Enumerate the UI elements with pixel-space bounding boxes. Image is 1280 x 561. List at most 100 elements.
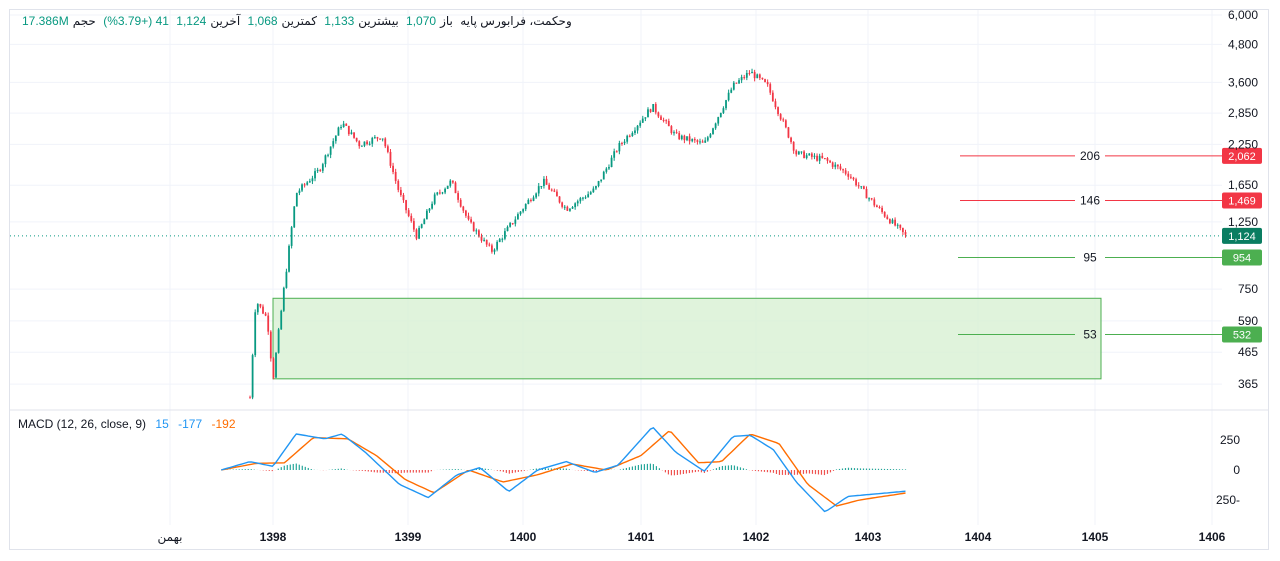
candle-body [558, 196, 561, 203]
candle-body [613, 151, 616, 158]
candle-body [269, 331, 272, 359]
candle-body [360, 145, 363, 147]
candle-body [298, 190, 301, 193]
y-tick-label: 2,250 [1228, 137, 1258, 151]
candle-body [256, 304, 259, 313]
candle-body [600, 179, 603, 182]
candle-body [410, 215, 413, 222]
candle-body [431, 203, 433, 209]
macd-y-tick: 250 [1220, 433, 1240, 447]
candle-body [519, 211, 522, 215]
candle-body [311, 178, 314, 182]
candle-body [852, 177, 855, 180]
candle-body [738, 80, 740, 84]
candle-body [275, 352, 277, 378]
macd-legend[interactable]: MACD (12, 26, close, 9) 15 -177 -192 [18, 417, 236, 431]
signal-line [221, 430, 906, 507]
candle-body [810, 153, 813, 157]
level-price-badge [1222, 147, 1262, 164]
candle-body [527, 199, 530, 204]
candle-body [654, 104, 657, 113]
macd-title: MACD (12, 26, close, 9) [18, 417, 147, 431]
candle-body [743, 77, 746, 79]
candle-body [485, 239, 488, 245]
candle-body [496, 241, 499, 250]
y-tick-label: 750 [1238, 282, 1258, 296]
candle-body [301, 184, 303, 191]
candle-body [644, 117, 647, 119]
candle-body [389, 151, 392, 166]
candle-body [813, 155, 816, 157]
macd-y-tick: 250- [1216, 493, 1240, 507]
candle-body [808, 153, 811, 156]
candle-body [345, 123, 348, 126]
candle-body [769, 84, 772, 93]
support-zone [272, 297, 1102, 380]
candle-body [704, 140, 707, 143]
price-candles [249, 68, 907, 400]
candle-body [870, 198, 873, 200]
candle-body [818, 155, 821, 161]
candle-body [667, 120, 670, 127]
y-tick-label: 590 [1238, 314, 1258, 328]
candle-body [249, 397, 251, 399]
candle-body [610, 157, 613, 168]
candle-body [875, 205, 878, 208]
macd-value-3: -192 [211, 417, 236, 431]
candle-body [537, 186, 540, 194]
high-label: بیشترین [358, 14, 399, 28]
candle-body [701, 141, 704, 143]
candle-body [725, 100, 727, 109]
candle-body [753, 71, 756, 79]
candle-body [540, 186, 543, 188]
candle-body [449, 180, 452, 186]
candle-body [821, 155, 824, 159]
level-price-text: 1,469 [1228, 196, 1256, 208]
candle-body [589, 192, 592, 195]
candle-body [894, 219, 896, 226]
y-tick-label: 4,800 [1228, 37, 1258, 51]
symbol-name[interactable]: وحکمت، فرابورس پایه [460, 14, 572, 28]
candle-body [347, 125, 350, 135]
candle-body [332, 141, 335, 147]
candle-body [634, 130, 636, 133]
candle-body [467, 215, 470, 220]
candle-body [511, 223, 514, 225]
candle-body [748, 72, 751, 74]
candle-body [327, 154, 329, 156]
candle-body [407, 210, 410, 216]
candle-body [618, 143, 621, 152]
x-tick-label: 1404 [965, 530, 992, 544]
level-name: 95 [1083, 250, 1097, 264]
candle-body [462, 206, 465, 211]
candle-body [277, 329, 280, 353]
candle-body [688, 136, 691, 142]
candle-body [782, 119, 785, 121]
candle-body [504, 231, 506, 239]
candle-body [545, 178, 548, 185]
candle-body [732, 82, 735, 90]
candle-body [381, 138, 384, 140]
candle-body [849, 176, 852, 178]
candle-body [501, 238, 504, 240]
support-zone-rect [272, 297, 1102, 380]
candle-body [509, 223, 512, 227]
candle-body [699, 141, 701, 143]
candle-body [623, 141, 626, 144]
candle-body [683, 135, 686, 141]
candle-body [303, 184, 306, 186]
candle-body [735, 82, 738, 84]
candle-body [314, 171, 316, 179]
candle-body [254, 312, 257, 356]
candle-body [376, 137, 379, 139]
candle-body [488, 244, 491, 246]
candle-body [844, 170, 847, 174]
candle-body [823, 158, 826, 160]
candle-body [896, 224, 899, 226]
candle-body [561, 202, 564, 207]
candle-body [792, 141, 795, 151]
macd-value-2: -177 [178, 417, 203, 431]
candle-body [608, 167, 610, 169]
candle-body [706, 137, 709, 141]
